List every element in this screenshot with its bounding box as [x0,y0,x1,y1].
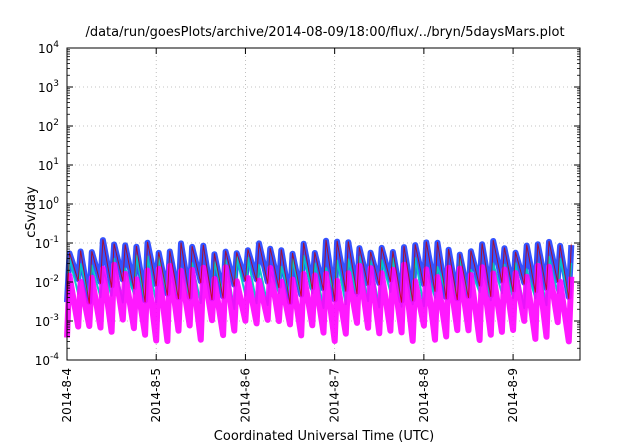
y-tick-base: 10 [38,42,53,56]
x-tick-labels: 2014-8-4 2014-8-5 2014-8-6 2014-8-7 2014-8-8… [60,368,520,422]
y-tick-label: 104 [38,40,59,56]
x-axis-label: Coordinated Universal Time (UTC) [214,429,434,444]
y-tick-base: 10 [35,354,50,368]
y-tick-exponent: -4 [50,352,59,362]
y-tick-base: 10 [35,276,50,290]
y-tick-exponent: -1 [50,235,59,245]
y-tick-label: 10-1 [35,235,59,251]
y-tick-base: 10 [35,237,50,251]
y-tick-exponent: 2 [53,118,59,128]
x-tick-label: 2014-8-4 [60,368,74,422]
data-layer [64,237,575,345]
plot-frame [66,47,581,361]
y-tick-base: 10 [38,198,53,212]
y-tick-label: 102 [38,118,59,134]
y-tick-base: 10 [38,120,53,134]
y-tick-exponent: 1 [53,157,59,167]
y-tick-exponent: 0 [53,196,59,206]
y-tick-exponent: 3 [53,79,59,89]
y-tick-label: 10-2 [35,274,59,290]
y-tick-base: 10 [38,81,53,95]
y-tick-exponent: -3 [50,313,59,323]
y-axis-label: cSv/day [24,186,39,238]
y-tick-label: 101 [38,157,59,173]
series-line [64,261,575,345]
y-tick-base: 10 [38,159,53,173]
series-edge-line [66,239,572,305]
y-tick-exponent: 4 [53,40,59,50]
y-tick-exponent: -2 [50,274,59,284]
y-tick-label: 10-3 [35,313,59,329]
y-tick-base: 10 [35,315,50,329]
y-tick-label: 100 [38,196,59,212]
x-tick-label: 2014-8-9 [506,368,520,422]
x-tick-label: 2014-8-8 [417,368,431,422]
y-tick-label: 10-4 [35,352,60,368]
x-tick-label: 2014-8-6 [238,368,252,422]
plot-border [66,47,581,361]
x-tick-label: 2014-8-5 [149,368,163,422]
y-tick-label: 103 [38,79,59,95]
x-tick-label: 2014-8-7 [328,368,342,422]
chart-title: /data/run/goesPlots/archive/2014-08-09/1… [85,25,564,40]
